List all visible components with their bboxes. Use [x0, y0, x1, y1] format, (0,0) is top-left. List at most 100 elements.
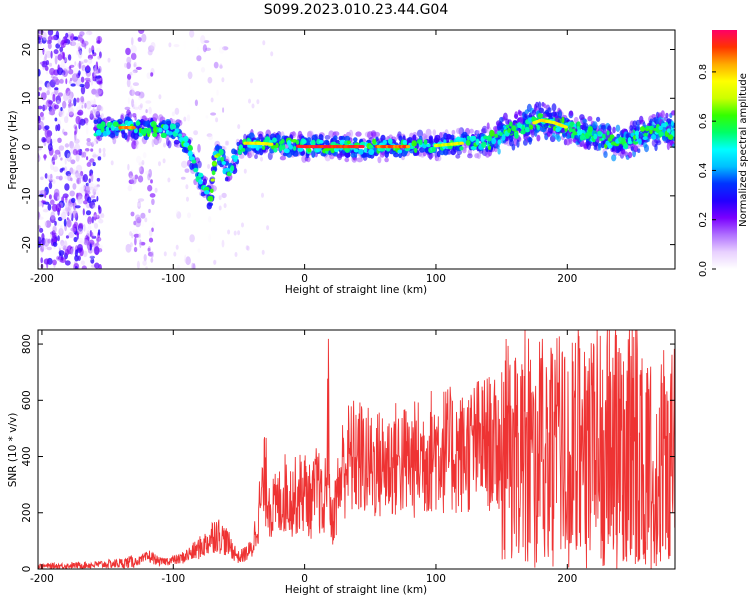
- spectral-ridge-cell: [132, 113, 137, 118]
- spectral-speckle: [62, 125, 67, 132]
- spectral-speckle: [133, 101, 138, 108]
- spectral-ridge-cell: [513, 113, 519, 119]
- spectral-speckle: [162, 158, 166, 164]
- spectral-ridge-cell: [292, 150, 299, 157]
- spectral-ridge-cell: [377, 156, 382, 164]
- spectrogram-y-axis: -20 -10 0 10 20: [21, 43, 675, 253]
- spectral-speckle: [140, 221, 145, 227]
- snr-y-label: SNR (10 * v/v): [7, 413, 19, 488]
- spectral-ridge-cell: [574, 134, 579, 140]
- spectral-speckle: [227, 229, 231, 235]
- spectral-speckle: [59, 78, 64, 84]
- spectral-ridge-cell: [633, 145, 639, 153]
- spectral-speckle: [75, 97, 81, 103]
- spectral-speckle: [54, 55, 58, 65]
- spectral-speckle: [193, 130, 199, 136]
- spectral-speckle: [91, 216, 94, 224]
- spectral-speckle: [202, 44, 207, 53]
- spectral-speckle: [95, 61, 99, 71]
- spectral-speckle: [147, 49, 153, 56]
- spectral-speckle: [47, 30, 54, 36]
- spectral-ridge-cell: [592, 121, 598, 129]
- spectral-speckle: [223, 203, 227, 209]
- spectral-speckle: [50, 211, 56, 220]
- spectral-ridge-cell: [218, 148, 224, 156]
- spectral-ridge-cell: [152, 113, 159, 121]
- spectral-speckle: [66, 245, 73, 255]
- spectral-speckle: [62, 100, 67, 109]
- spectral-speckle: [91, 256, 94, 261]
- spectral-speckle: [175, 209, 179, 215]
- spectral-speckle: [38, 115, 41, 124]
- spectral-ridge-cell: [587, 126, 594, 133]
- spectral-speckle: [163, 251, 167, 257]
- spectral-speckle: [41, 37, 47, 44]
- spectral-speckle: [66, 59, 71, 65]
- spectral-speckle: [213, 61, 219, 69]
- spectral-speckle: [63, 218, 67, 227]
- spectral-speckle: [92, 204, 97, 209]
- spectral-speckle: [38, 211, 41, 221]
- spectral-speckle: [129, 70, 136, 76]
- x-tick-label: 100: [426, 273, 446, 285]
- spectral-speckle: [78, 49, 83, 59]
- spectral-ridge-cell: [466, 135, 471, 141]
- spectral-ridge-cell: [204, 190, 210, 195]
- spectral-speckle: [50, 178, 54, 182]
- spectral-speckle: [85, 210, 92, 216]
- spectral-speckle: [46, 172, 51, 180]
- spectral-ridge-cell: [597, 130, 602, 135]
- spectral-speckle: [52, 76, 59, 83]
- spectral-speckle: [49, 67, 56, 76]
- spectral-speckle: [150, 42, 156, 50]
- spectral-speckle: [87, 57, 93, 65]
- spectral-ridge-cell: [398, 135, 403, 142]
- spectral-ridge-cell: [511, 143, 516, 151]
- spectral-ridge-cell: [660, 110, 665, 119]
- spectral-ridge-cell: [505, 124, 510, 129]
- spectral-speckle: [43, 258, 50, 265]
- spectral-ridge-cell: [353, 148, 359, 153]
- spectral-speckle: [133, 61, 137, 67]
- spectral-speckle: [57, 92, 64, 97]
- spectral-ridge-cell: [300, 150, 306, 156]
- spectral-speckle: [148, 237, 154, 243]
- spectral-speckle: [130, 211, 135, 217]
- spectral-speckle: [39, 227, 44, 233]
- spectral-speckle: [141, 33, 147, 43]
- spectral-speckle: [67, 90, 73, 100]
- spectral-ridge-cell: [353, 137, 358, 142]
- spectral-speckle: [79, 83, 85, 88]
- spectral-speckle: [76, 111, 82, 116]
- spectral-ridge-cell: [551, 103, 557, 112]
- spectral-speckle: [38, 36, 41, 44]
- spectral-speckle: [69, 77, 73, 82]
- spectral-ridge-cell: [183, 142, 190, 148]
- spectral-speckle: [78, 222, 84, 229]
- spectral-speckle: [88, 159, 92, 165]
- spectral-speckle: [55, 95, 61, 105]
- spectral-ridge-cell: [666, 142, 671, 151]
- spectral-speckle: [185, 256, 191, 266]
- spectral-speckle: [139, 239, 142, 249]
- spectral-ridge-cell: [426, 143, 431, 148]
- spectral-speckle: [92, 49, 95, 55]
- spectral-speckle: [141, 160, 145, 165]
- spectral-ridge-cell: [609, 134, 615, 139]
- spectral-speckle: [57, 54, 63, 61]
- spectral-speckle: [38, 216, 44, 220]
- spectral-speckle: [64, 149, 71, 159]
- spectral-ridge-core: [563, 125, 568, 129]
- colorbar-bar: [712, 30, 737, 269]
- y-tick-label: 200: [21, 503, 33, 523]
- spectral-speckle: [138, 96, 142, 101]
- spectral-ridge-cell: [143, 127, 149, 134]
- spectral-ridge-cell: [358, 148, 364, 155]
- spectrogram-frame: [37, 29, 676, 270]
- spectral-speckle: [145, 266, 148, 269]
- spectral-ridge-cell: [254, 154, 258, 160]
- spectral-speckle: [44, 125, 50, 130]
- spectral-speckle: [246, 245, 250, 251]
- spectral-speckle: [89, 243, 92, 251]
- spectral-speckle: [45, 60, 50, 66]
